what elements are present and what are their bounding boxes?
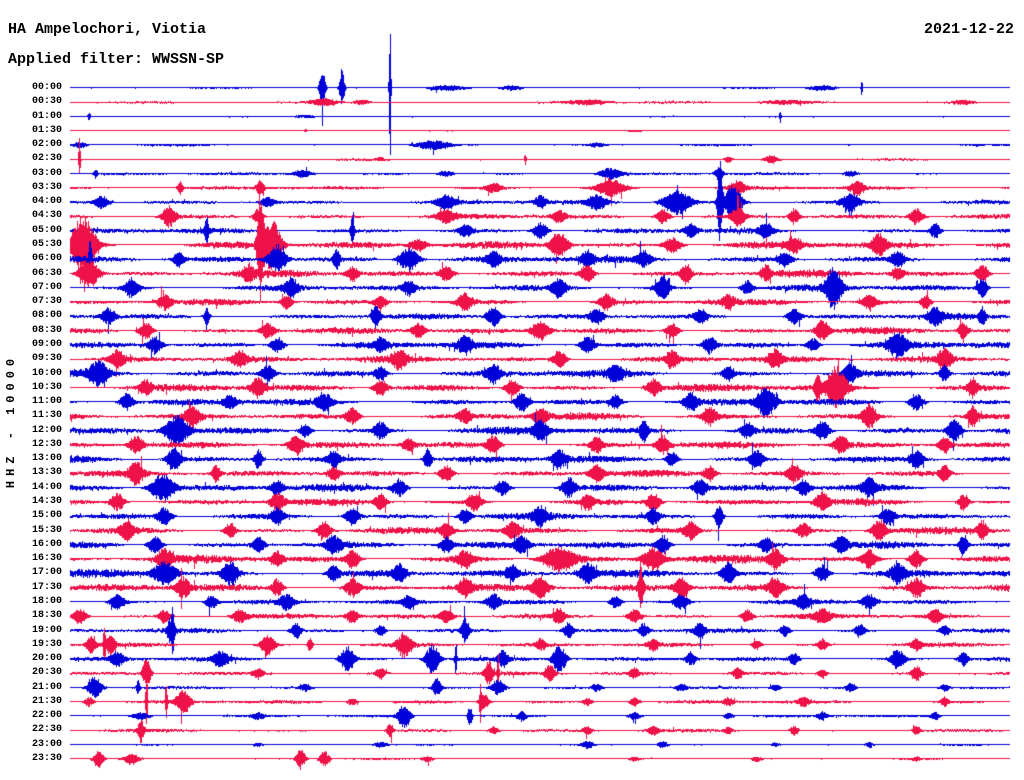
time-label-05:00: 05:00 bbox=[31, 224, 62, 236]
time-label-03:00: 03:00 bbox=[31, 167, 62, 179]
time-label-13:30: 13:30 bbox=[31, 467, 62, 479]
time-label-05:30: 05:30 bbox=[31, 239, 62, 251]
time-label-08:30: 08:30 bbox=[31, 324, 62, 336]
time-label-18:30: 18:30 bbox=[31, 610, 62, 622]
time-label-10:00: 10:00 bbox=[31, 367, 62, 379]
time-label-22:30: 22:30 bbox=[31, 724, 62, 736]
time-label-15:30: 15:30 bbox=[31, 524, 62, 536]
time-label-04:30: 04:30 bbox=[31, 210, 62, 222]
time-label-16:30: 16:30 bbox=[31, 553, 62, 565]
time-label-10:30: 10:30 bbox=[31, 381, 62, 393]
time-label-07:00: 07:00 bbox=[31, 281, 62, 293]
time-label-00:00: 00:00 bbox=[31, 82, 62, 93]
time-label-19:00: 19:00 bbox=[31, 624, 62, 636]
time-label-11:00: 11:00 bbox=[31, 396, 62, 408]
time-label-12:00: 12:00 bbox=[31, 424, 62, 436]
time-label-17:00: 17:00 bbox=[31, 567, 62, 579]
time-label-01:30: 01:30 bbox=[31, 124, 62, 136]
time-label-22:00: 22:00 bbox=[31, 710, 62, 722]
time-label-12:30: 12:30 bbox=[31, 438, 62, 450]
station-title: HA Ampelochori, Viotia bbox=[8, 21, 207, 38]
time-label-09:30: 09:30 bbox=[31, 353, 62, 365]
time-label-18:00: 18:00 bbox=[31, 595, 62, 607]
time-label-23:30: 23:30 bbox=[31, 753, 62, 765]
time-label-06:00: 06:00 bbox=[31, 253, 62, 265]
time-label-03:30: 03:30 bbox=[31, 181, 62, 193]
time-label-17:30: 17:30 bbox=[31, 581, 62, 593]
time-label-16:00: 16:00 bbox=[31, 538, 62, 550]
time-label-02:00: 02:00 bbox=[31, 139, 62, 151]
applied-filter-label: Applied filter: WWSSN-SP bbox=[8, 51, 225, 68]
time-label-00:30: 00:30 bbox=[31, 96, 62, 108]
time-label-14:30: 14:30 bbox=[31, 496, 62, 508]
time-label-13:00: 13:00 bbox=[31, 453, 62, 465]
time-label-14:00: 14:00 bbox=[31, 481, 62, 493]
time-label-02:30: 02:30 bbox=[31, 153, 62, 165]
time-label-15:00: 15:00 bbox=[31, 510, 62, 522]
time-label-21:00: 21:00 bbox=[31, 681, 62, 693]
time-label-06:30: 06:30 bbox=[31, 267, 62, 279]
time-label-11:30: 11:30 bbox=[31, 410, 62, 422]
time-label-08:00: 08:00 bbox=[31, 310, 62, 322]
time-label-07:30: 07:30 bbox=[31, 296, 62, 308]
time-label-01:00: 01:00 bbox=[31, 110, 62, 122]
time-label-20:30: 20:30 bbox=[31, 667, 62, 679]
time-label-20:00: 20:00 bbox=[31, 653, 62, 665]
time-label-09:00: 09:00 bbox=[31, 338, 62, 350]
time-label-19:30: 19:30 bbox=[31, 638, 62, 650]
date-label: 2021-12-22 bbox=[923, 21, 1014, 38]
time-label-04:00: 04:00 bbox=[31, 196, 62, 208]
time-label-23:00: 23:00 bbox=[31, 738, 62, 750]
time-label-21:30: 21:30 bbox=[31, 695, 62, 707]
